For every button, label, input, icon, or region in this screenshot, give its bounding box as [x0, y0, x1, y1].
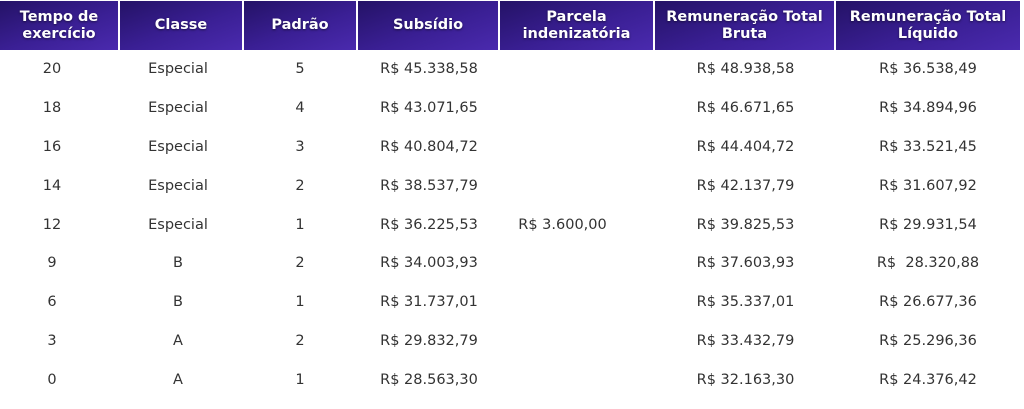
table-row: 3 A 2 R$ 29.832,79 R$ 33.432,79 R$ 25.296,36: [0, 322, 1020, 361]
cell-padrao: 1: [295, 371, 305, 388]
cell-classe: A: [173, 371, 183, 388]
table-row: 9 B 2 R$ 34.003,93 R$ 37.603,93 R$ 28.320,88: [0, 244, 1020, 283]
cell-subsidio: R$ 43.071,65: [380, 100, 478, 117]
cell-tempo: 16: [42, 138, 62, 155]
cell-padrao: 4: [295, 100, 305, 117]
cell-subsidio: R$ 28.563,30: [380, 371, 478, 388]
table-row: 18 Especial 4 R$ 43.071,65 R$ 46.671,65 R$ 34…: [0, 89, 1020, 128]
cell-tempo: 20: [42, 61, 62, 78]
table-row: 16 Especial 3 R$ 40.804,72 R$ 44.404,72 R$ 33…: [0, 128, 1020, 167]
cell-padrao: 3: [295, 138, 305, 155]
header-subsidio: Subsídio: [358, 1, 500, 50]
cell-bruta: R$ 35.337,01: [696, 294, 795, 311]
cell-subsidio: R$ 36.225,53: [380, 216, 478, 233]
header-row: Tempo de exercício Classe Padrão Subsídi…: [0, 1, 1020, 50]
cell-classe: Especial: [148, 61, 208, 78]
cell-padrao: 1: [295, 294, 305, 311]
cell-padrao: 5: [295, 61, 305, 78]
table-row: 12 Especial 1 R$ 36.225,53 R$ 39.825,53 R$ 29…: [0, 205, 1020, 244]
cell-classe: A: [173, 332, 183, 349]
cell-liquido: R$ 33.521,45: [879, 138, 977, 155]
cell-liquido: R$ 26.677,36: [879, 294, 977, 311]
table-row: 0 A 1 R$ 28.563,30 R$ 32.163,30 R$ 24.376,42: [0, 360, 1020, 399]
cell-padrao: 1: [295, 216, 305, 233]
header-classe: Classe: [120, 1, 244, 50]
cell-classe: Especial: [148, 138, 208, 155]
cell-bruta: R$ 48.938,58: [696, 61, 795, 78]
table-row: 14 Especial 2 R$ 38.537,79 R$ 42.137,79 R$ 31…: [0, 166, 1020, 205]
cell-tempo: 3: [47, 332, 57, 349]
cell-bruta: R$ 44.404,72: [696, 138, 795, 155]
cell-padrao: 2: [295, 255, 305, 272]
cell-subsidio: R$ 38.537,79: [380, 177, 478, 194]
cell-classe: B: [173, 294, 183, 311]
cell-classe: Especial: [148, 177, 208, 194]
cell-bruta: R$ 37.603,93: [696, 255, 795, 272]
cell-liquido: R$ 34.894,96: [879, 100, 977, 117]
cell-tempo: 6: [47, 294, 57, 311]
cell-liquido: R$ 25.296,36: [879, 332, 977, 349]
cell-bruta: R$ 39.825,53: [696, 216, 795, 233]
cell-liquido: R$ 28.320,88: [876, 255, 980, 272]
header-bruta: Remuneração Total Bruta: [655, 1, 836, 50]
cell-bruta: R$ 32.163,30: [696, 371, 795, 388]
cell-subsidio: R$ 31.737,01: [380, 294, 478, 311]
cell-padrao: 2: [295, 332, 305, 349]
cell-classe: B: [173, 255, 183, 272]
cell-bruta: R$ 46.671,65: [696, 100, 795, 117]
cell-tempo: 12: [42, 216, 62, 233]
cell-classe: Especial: [148, 216, 208, 233]
header-parcela: Parcela indenizatória: [500, 1, 655, 50]
cell-subsidio: R$ 34.003,93: [380, 255, 478, 272]
cell-classe: Especial: [148, 100, 208, 117]
header-liquido: Remuneração Total Líquido: [836, 1, 1020, 50]
cell-liquido: R$ 29.931,54: [879, 216, 977, 233]
cell-tempo: 18: [42, 100, 62, 117]
cell-padrao: 2: [295, 177, 305, 194]
cell-subsidio: R$ 40.804,72: [380, 138, 478, 155]
cell-tempo: 9: [47, 255, 57, 272]
cell-tempo: 0: [47, 371, 57, 388]
header-tempo: Tempo de exercício: [0, 1, 120, 50]
header-padrao: Padrão: [244, 1, 358, 50]
cell-liquido: R$ 31.607,92: [879, 177, 977, 194]
cell-bruta: R$ 42.137,79: [696, 177, 795, 194]
cell-tempo: 14: [42, 177, 62, 194]
cell-liquido: R$ 24.376,42: [879, 371, 977, 388]
table-row: 6 B 1 R$ 31.737,01 R$ 35.337,01 R$ 26.677,36: [0, 283, 1020, 322]
table-row: 20 Especial 5 R$ 45.338,58 R$ 3.600,00 R$ 48.…: [0, 50, 1020, 232]
cell-parcela-indenizatoria: R$ 3.600,00: [518, 216, 607, 233]
cell-bruta: R$ 33.432,79: [696, 332, 795, 349]
cell-liquido: R$ 36.538,49: [879, 61, 977, 78]
salary-table: Tempo de exercício Classe Padrão Subsídi…: [0, 1, 1020, 399]
cell-subsidio: R$ 29.832,79: [380, 332, 478, 349]
cell-subsidio: R$ 45.338,58: [380, 61, 478, 78]
